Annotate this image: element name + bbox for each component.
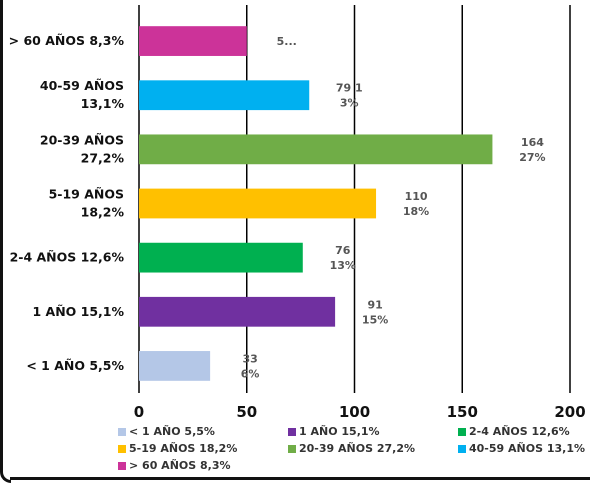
chart-legend: < 1 AÑO 5,5% 1 AÑO 15,1% 2-4 AÑOS 12,6% 5-1… (118, 425, 594, 485)
data-label: 33 (242, 352, 257, 365)
legend-label: 20-39 AÑOS 27,2% (299, 442, 415, 455)
legend-swatch (288, 444, 296, 453)
category-label: 2-4 AÑOS 12,6% (10, 250, 125, 265)
data-label: 27% (519, 151, 545, 164)
category-label: 18,2% (81, 205, 125, 220)
category-label: 27,2% (81, 150, 125, 165)
category-label: 5-19 AÑOS (49, 187, 124, 202)
bar (139, 351, 211, 381)
data-label: 15% (362, 313, 388, 326)
legend-item: 5-19 AÑOS 18,2% (118, 442, 237, 455)
legend-swatch (288, 427, 296, 436)
bar (139, 80, 310, 111)
category-label: 20-39 AÑOS (40, 132, 124, 147)
x-tick-label: 50 (236, 403, 257, 421)
bar (139, 242, 303, 273)
frame-bottom-border (10, 477, 590, 480)
legend-label: 2-4 AÑOS 12,6% (469, 425, 570, 438)
data-label: 91 (367, 298, 382, 311)
legend-item: 1 AÑO 15,1% (288, 425, 380, 438)
category-label: > 60 AÑOS 8,3% (9, 33, 125, 48)
legend-swatch (118, 461, 126, 470)
x-tick-label: 100 (339, 403, 370, 421)
bar-chart: 0 50 100 150 200 < 1 AÑO 5,5% 33 6% 1 AÑO 15,1% 9… (9, 5, 586, 421)
category-label: 40-59 AÑOS (40, 78, 124, 93)
x-tick-label: 200 (554, 403, 585, 421)
data-label: 76 (335, 244, 351, 257)
legend-item: > 60 AÑOS 8,3% (118, 459, 231, 472)
data-label: 110 (405, 190, 428, 203)
legend-item: < 1 AÑO 5,5% (118, 425, 215, 438)
data-label: 6% (241, 367, 260, 380)
legend-item: 40-59 AÑOS 13,1% (458, 442, 585, 455)
legend-swatch (458, 444, 466, 453)
legend-label: 5-19 AÑOS 18,2% (129, 442, 238, 455)
data-label: 5... (277, 35, 297, 48)
legend-swatch (118, 444, 126, 453)
data-label: 13% (330, 259, 356, 272)
legend-label: 1 AÑO 15,1% (299, 425, 380, 438)
category-label: 13,1% (81, 96, 125, 111)
legend-label: < 1 AÑO 5,5% (129, 425, 215, 438)
legend-swatch (118, 427, 126, 436)
bar (139, 134, 493, 165)
data-label: 79 1 (336, 82, 363, 95)
bar (139, 188, 377, 219)
legend-item: 2-4 AÑOS 12,6% (458, 425, 570, 438)
legend-label: 40-59 AÑOS 13,1% (469, 442, 585, 455)
legend-swatch (458, 427, 466, 436)
legend-label: > 60 AÑOS 8,3% (129, 459, 231, 472)
legend-item: 20-39 AÑOS 27,2% (288, 442, 415, 455)
category-label: 1 AÑO 15,1% (32, 304, 124, 319)
x-tick-label: 0 (134, 403, 144, 421)
bar (139, 296, 336, 327)
frame-border (0, 0, 11, 483)
data-label: 18% (403, 205, 429, 218)
bar (139, 26, 247, 56)
category-label: < 1 AÑO 5,5% (26, 358, 124, 373)
x-tick-label: 150 (447, 403, 478, 421)
data-label: 3% (340, 97, 359, 110)
data-label: 164 (521, 136, 544, 149)
